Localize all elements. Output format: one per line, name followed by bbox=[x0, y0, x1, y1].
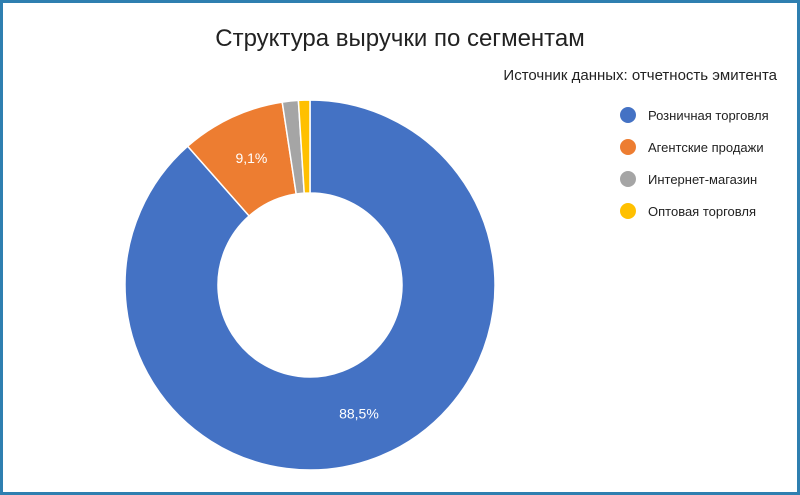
donut-chart: 88,5% 9,1% bbox=[124, 99, 496, 471]
slice-label-agency: 9,1% bbox=[235, 150, 267, 166]
slice-label-retail: 88,5% bbox=[339, 405, 379, 421]
legend-item-online: Интернет-магазин bbox=[620, 163, 769, 195]
chart-subtitle: Источник данных: отчетность эмитента bbox=[503, 67, 777, 84]
legend-swatch-online bbox=[620, 171, 636, 187]
legend-item-agency: Агентские продажи bbox=[620, 131, 769, 163]
legend-label-agency: Агентские продажи bbox=[648, 139, 764, 155]
chart-title: Структура выручки по сегментам bbox=[215, 25, 585, 52]
chart-legend: Розничная торговля Агентские продажи Инт… bbox=[620, 99, 769, 227]
legend-label-online: Интернет-магазин bbox=[648, 171, 758, 187]
legend-swatch-retail bbox=[620, 107, 636, 123]
legend-swatch-wholesale bbox=[620, 203, 636, 219]
legend-item-wholesale: Оптовая торговля bbox=[620, 195, 769, 227]
slice-retail bbox=[124, 99, 496, 471]
legend-swatch-agency bbox=[620, 139, 636, 155]
legend-label-wholesale: Оптовая торговля bbox=[648, 203, 757, 219]
legend-item-retail: Розничная торговля bbox=[620, 99, 769, 131]
slice-wholesale bbox=[297, 99, 311, 194]
legend-label-retail: Розничная торговля bbox=[648, 107, 769, 123]
